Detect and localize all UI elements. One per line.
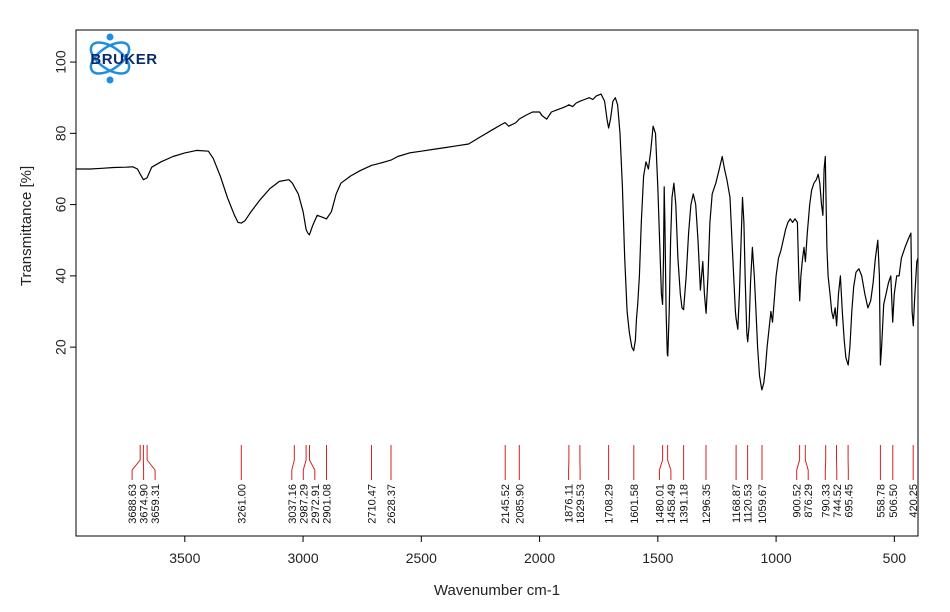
peak-marker-line: [667, 445, 672, 480]
peak-label: 2901.08: [321, 484, 333, 524]
peak-label: 420.25: [908, 484, 920, 518]
y-axis: 20 40 60 80 100: [53, 50, 76, 355]
logo-wordmark: BRUKER: [90, 51, 157, 68]
peak-label: 876.29: [803, 484, 815, 518]
logo-orbit-shape: [89, 41, 131, 75]
peak-label: 2085.90: [514, 484, 526, 524]
peak-marker-line: [131, 445, 141, 480]
peak-label: 3261.00: [236, 484, 248, 524]
peak-label: 3674.90: [139, 484, 151, 524]
x-axis: 3500 3000 2500 2000 1500 1000 500: [169, 536, 906, 566]
peak-label: 1391.18: [679, 484, 691, 524]
bruker-logo: BRUKER: [89, 33, 157, 84]
peak-label: 1120.53: [743, 484, 755, 523]
x-tick-label: 1500: [642, 550, 673, 566]
logo-dot-shape: [106, 76, 114, 84]
peak-label: 558.78: [875, 484, 887, 518]
y-tick-label: 100: [53, 50, 69, 74]
x-tick-label: 3500: [169, 550, 200, 566]
peak-label: 1168.87: [731, 484, 743, 523]
x-axis-label: Wavenumber cm-1: [434, 582, 560, 599]
peak-label: 744.52: [832, 484, 844, 518]
plot-frame: [75, 29, 919, 537]
peak-label: 2987.29: [298, 484, 310, 524]
x-tick-label: 2500: [406, 550, 437, 566]
peak-marker-line: [309, 445, 316, 480]
x-tick-label: 3000: [287, 550, 318, 566]
peak-label: 2972.91: [310, 484, 322, 524]
peak-label: 2145.52: [500, 484, 512, 524]
spectrum-series-0: [76, 93, 919, 391]
peak-label: 1059.67: [757, 484, 769, 524]
peak-marker-line: [291, 445, 295, 480]
peak-label: 1480.01: [654, 484, 666, 524]
peak-label: 1829.53: [575, 484, 587, 524]
y-tick-label: 20: [53, 339, 69, 355]
x-tick-label: 500: [883, 550, 907, 566]
logo-dot-shape: [106, 33, 114, 41]
peak-label: 1458.49: [666, 484, 678, 524]
x-tick-label: 2000: [524, 550, 555, 566]
logo-orbit-shape: [89, 41, 131, 75]
peak-marker-line: [658, 445, 664, 480]
peak-marker-line: [796, 445, 801, 480]
peak-label: 790.33: [820, 484, 832, 518]
peak-label: 3688.63: [127, 484, 139, 524]
peak-marker-line: [804, 445, 809, 480]
peak-markers: 3688.63 3674.90 3659.31 3261.00 3037.16 2987.…: [127, 445, 920, 524]
peak-marker-line: [146, 445, 156, 480]
y-tick-label: 40: [53, 268, 69, 284]
y-tick-label: 80: [53, 125, 69, 141]
peak-label: 695.45: [843, 484, 855, 518]
y-axis-label: Transmittance [%]: [18, 166, 35, 286]
peak-label: 1876.11: [564, 484, 576, 523]
x-tick-label: 1000: [761, 550, 792, 566]
peak-label: 506.50: [888, 484, 900, 518]
peak-label: 2710.47: [367, 484, 379, 524]
peak-label: 1708.29: [604, 484, 616, 524]
peak-label: 1296.35: [701, 484, 713, 524]
peak-label: 3659.31: [150, 484, 162, 524]
peak-label: 3037.16: [287, 484, 299, 524]
peak-marker-line: [302, 445, 307, 480]
peak-label: 1601.58: [629, 484, 641, 524]
spectrum-line: [76, 93, 919, 391]
peak-label: 900.52: [792, 484, 804, 518]
y-tick-label: 60: [53, 197, 69, 213]
peak-label: 2628.37: [386, 484, 398, 524]
